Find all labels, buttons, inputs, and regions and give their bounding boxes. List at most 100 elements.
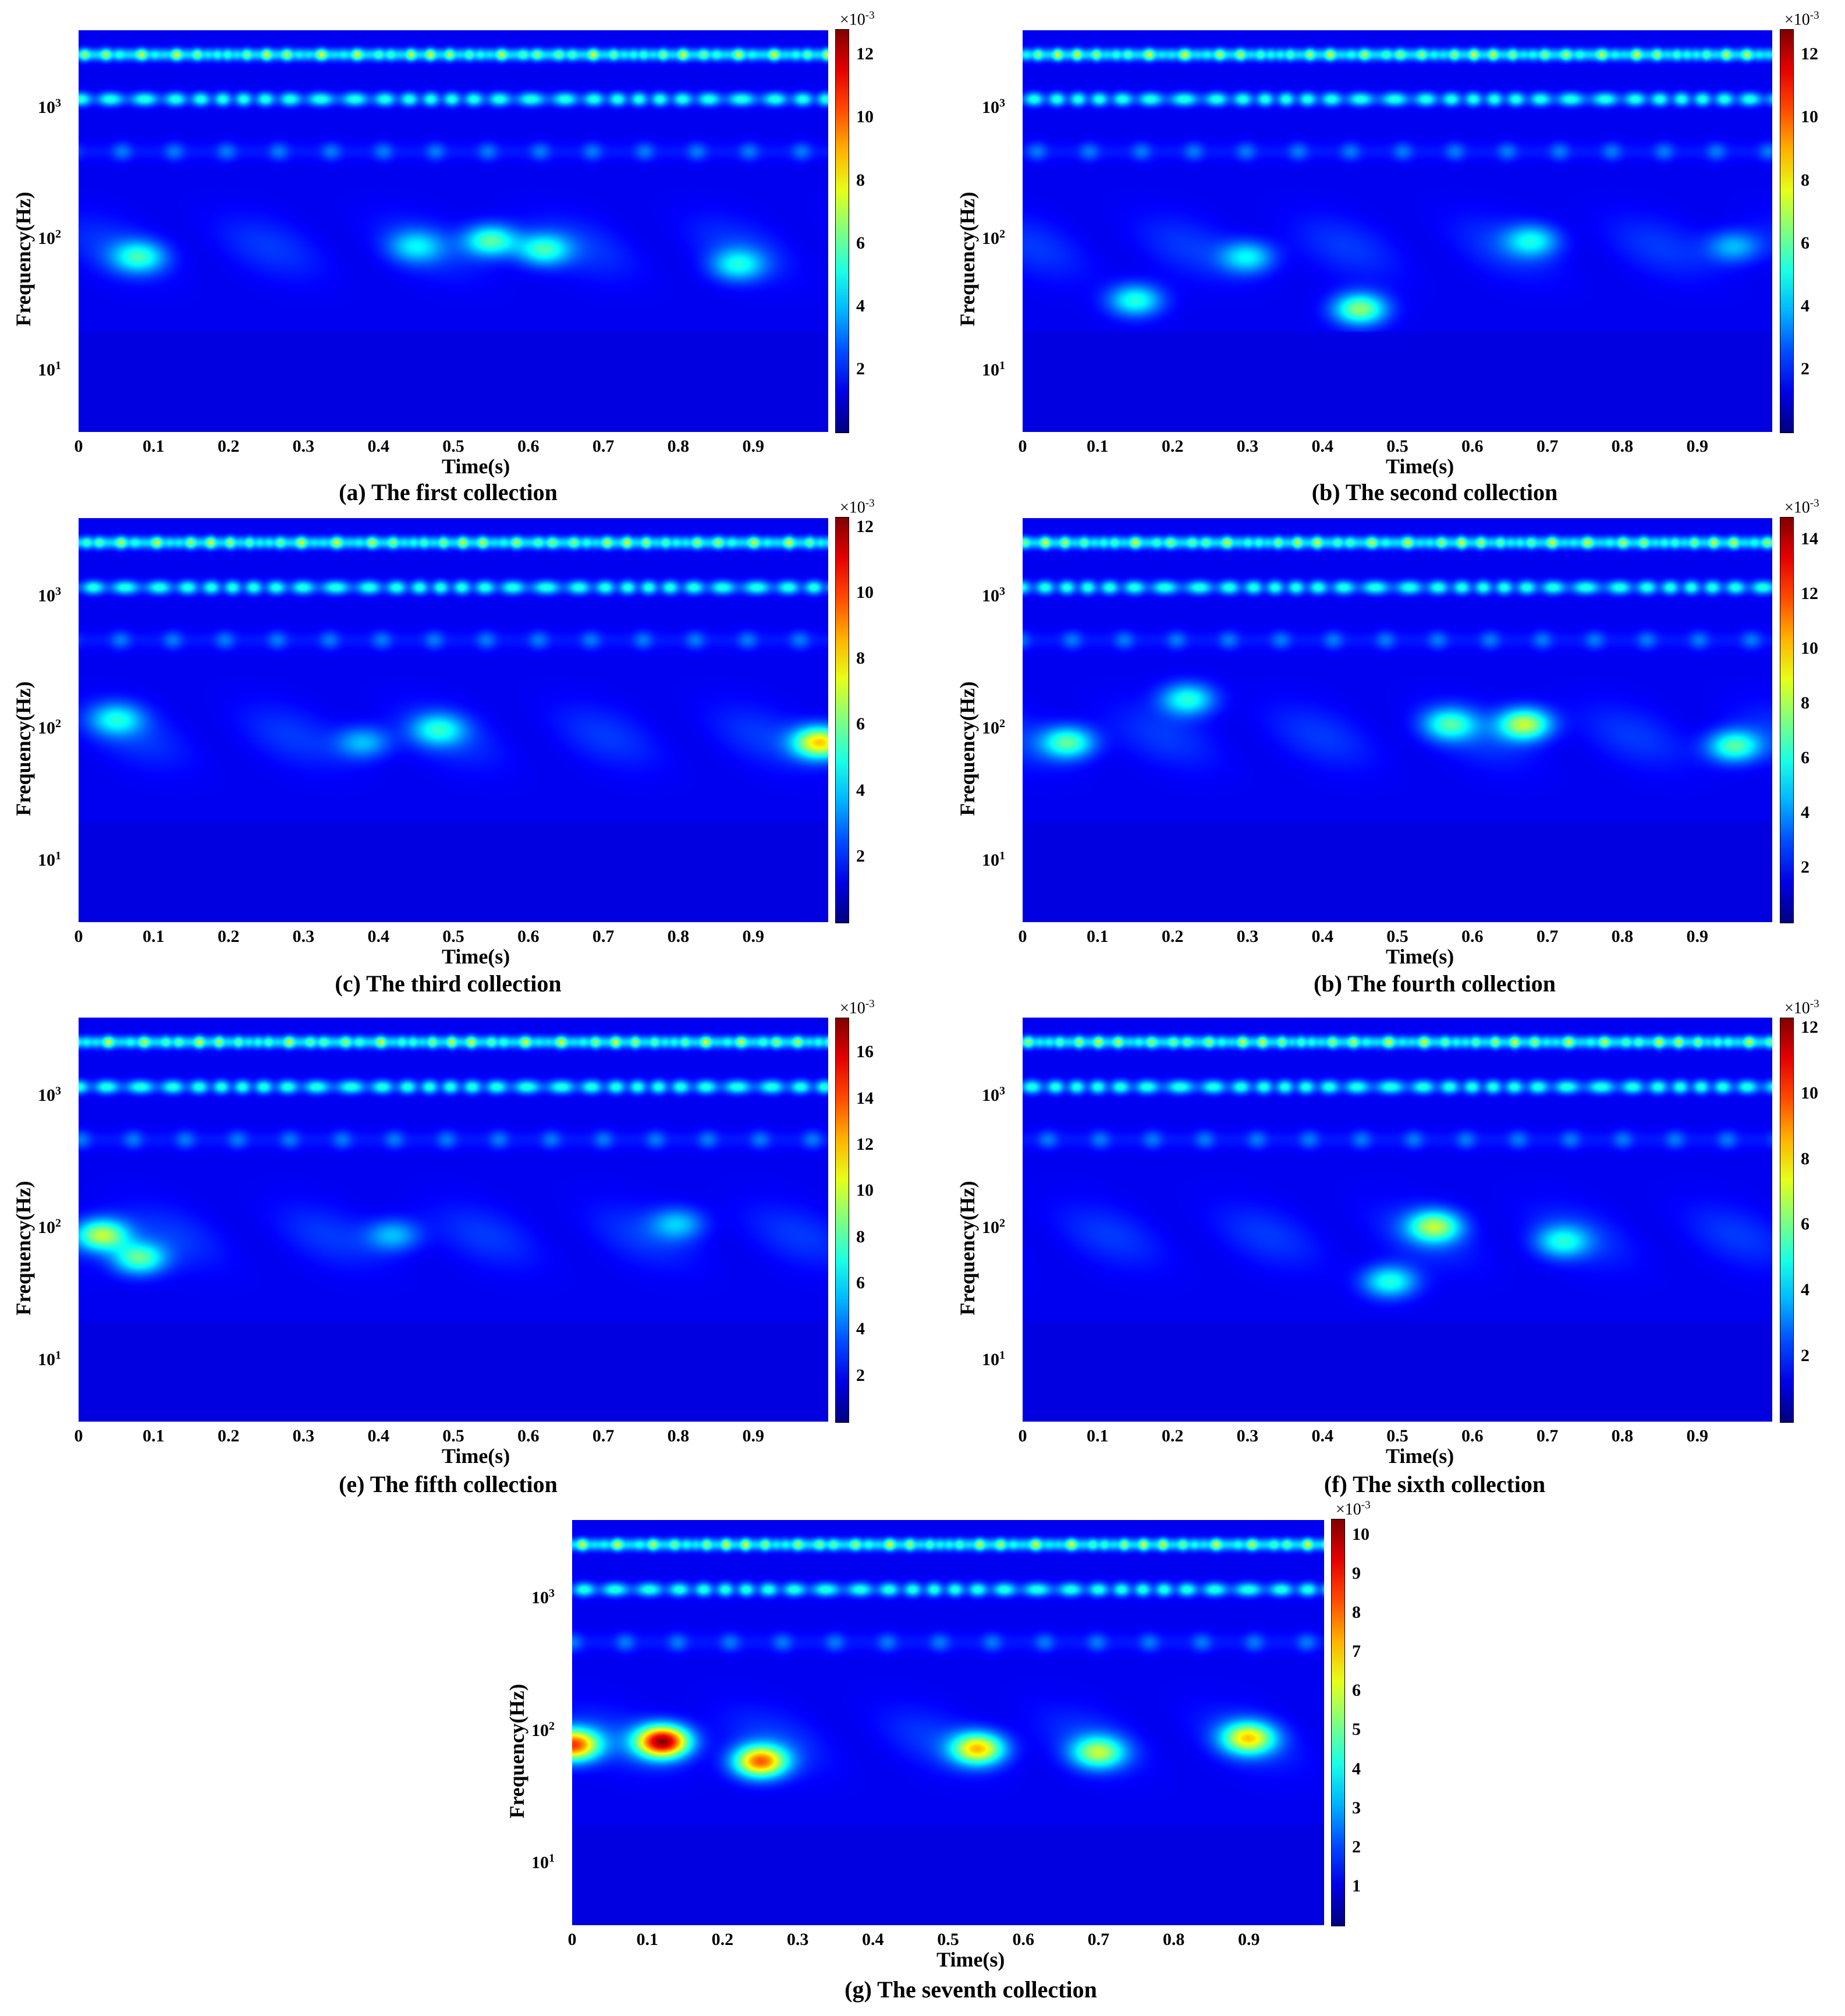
scalogram-plot [1023, 518, 1772, 922]
y-tick-exponent: 2 [55, 1216, 61, 1230]
x-tick-label: 0.8 [667, 927, 690, 946]
scalogram-plot [79, 518, 828, 922]
colorbar-tick-label: 7 [1352, 1642, 1361, 1661]
colorbar-tick-label: 5 [1352, 1720, 1361, 1739]
x-tick-label: 0.7 [592, 437, 615, 456]
scalogram-plot [79, 30, 828, 432]
x-axis-label: Time(s) [441, 1444, 510, 1468]
colorbar-tick-label: 6 [1801, 233, 1809, 253]
x-tick-label: 0.4 [1311, 437, 1333, 456]
x-tick-label: 0.5 [1386, 1426, 1408, 1445]
x-axis-label: Time(s) [441, 455, 510, 478]
y-tick-base: 10 [982, 229, 999, 249]
x-axis-label: Time(s) [936, 1948, 1005, 1971]
scalogram-plot [1023, 30, 1772, 432]
colorbar-tick-label: 4 [1352, 1759, 1361, 1778]
x-tick-label: 0 [1018, 927, 1027, 946]
colorbar [835, 517, 849, 923]
scalogram-image [79, 1018, 828, 1422]
y-tick-label: 103 [982, 97, 1005, 118]
y-tick-base: 10 [982, 850, 999, 870]
x-tick-label: 0.6 [1461, 437, 1484, 456]
colorbar-tick-label: 8 [1801, 1149, 1809, 1168]
x-tick-label: 0.7 [1536, 1426, 1559, 1445]
multiplier-base: ×10 [1336, 1500, 1361, 1519]
y-tick-label: 102 [38, 1217, 61, 1238]
multiplier-base: ×10 [1784, 999, 1810, 1018]
colorbar-tick-label: 8 [856, 1227, 865, 1246]
panel-caption: (g) The seventh collection [845, 1976, 1097, 2003]
colorbar-tick-label: 6 [1352, 1681, 1361, 1700]
colorbar-tick-label: 8 [1801, 693, 1809, 713]
scalogram-image [1023, 30, 1772, 432]
y-tick-exponent: 1 [999, 849, 1005, 862]
multiplier-exponent: -3 [1809, 9, 1819, 22]
scalogram-image [1023, 1018, 1772, 1422]
y-tick-label: 101 [982, 849, 1005, 870]
x-tick-label: 0.2 [1161, 437, 1184, 456]
y-axis-label: Frequency(Hz) [956, 681, 979, 816]
x-tick-label: 0 [74, 1426, 83, 1445]
y-tick-exponent: 2 [999, 228, 1005, 241]
x-tick-label: 0.5 [442, 437, 464, 456]
multiplier-base: ×10 [840, 10, 865, 29]
y-tick-base: 10 [38, 360, 55, 380]
x-axis-label: Time(s) [1385, 1444, 1454, 1468]
colorbar-tick-label: 16 [856, 1042, 874, 1062]
colorbar [835, 29, 849, 433]
y-tick-exponent: 2 [55, 228, 61, 241]
colorbar-tick-label: 14 [1801, 529, 1818, 548]
scalogram-image [79, 30, 828, 432]
y-tick-label: 102 [531, 1720, 555, 1741]
colorbar-multiplier: ×10-3 [1784, 9, 1819, 29]
multiplier-base: ×10 [840, 999, 865, 1018]
panel-caption: (a) The first collection [339, 479, 558, 505]
x-tick-label: 0.3 [292, 437, 315, 456]
x-tick-label: 0.1 [143, 437, 165, 456]
multiplier-exponent: -3 [1809, 998, 1819, 1010]
y-tick-exponent: 1 [999, 1348, 1005, 1362]
colorbar-tick-label: 10 [856, 1181, 874, 1200]
colorbar-tick-label: 6 [856, 714, 865, 734]
y-tick-exponent: 2 [55, 717, 61, 730]
colorbar-tick-label: 2 [856, 1365, 865, 1385]
y-tick-exponent: 3 [55, 584, 61, 598]
colorbar-tick-label: 8 [856, 170, 865, 190]
x-tick-label: 0.4 [862, 1930, 884, 1949]
multiplier-base: ×10 [1784, 10, 1810, 29]
colorbar-tick-label: 2 [856, 846, 865, 866]
colorbar-tick-label: 4 [856, 1319, 865, 1339]
x-tick-label: 0.6 [1461, 927, 1484, 946]
colorbar-tick-label: 12 [856, 44, 874, 64]
colorbar-tick-label: 2 [1801, 1346, 1809, 1366]
scalogram-plot [1023, 1018, 1772, 1422]
x-tick-label: 0.2 [1161, 927, 1184, 946]
panel-caption: (f) The sixth collection [1324, 1471, 1546, 1497]
colorbar-tick-label: 2 [1801, 359, 1809, 378]
x-tick-label: 0.3 [1236, 927, 1259, 946]
x-tick-label: 0 [1018, 1426, 1027, 1445]
x-tick-label: 0.5 [442, 1426, 464, 1445]
x-tick-label: 0.4 [367, 1426, 389, 1445]
multiplier-exponent: -3 [865, 497, 875, 509]
multiplier-exponent: -3 [1809, 497, 1819, 509]
y-tick-base: 10 [982, 360, 999, 380]
y-tick-exponent: 3 [55, 96, 61, 109]
y-tick-label: 103 [531, 1587, 555, 1608]
y-tick-label: 102 [38, 717, 61, 738]
x-tick-label: 0.5 [1386, 927, 1408, 946]
y-tick-label: 103 [38, 97, 61, 118]
x-tick-label: 0.4 [1311, 927, 1333, 946]
x-tick-label: 0.1 [636, 1930, 658, 1949]
x-tick-label: 0.3 [292, 927, 315, 946]
x-tick-label: 0.8 [1162, 1930, 1185, 1949]
x-tick-label: 0.3 [1236, 437, 1259, 456]
x-tick-label: 0.8 [667, 437, 690, 456]
x-tick-label: 0.7 [592, 927, 615, 946]
y-tick-exponent: 1 [999, 359, 1005, 373]
x-tick-label: 0.2 [1161, 1426, 1184, 1445]
panel-caption: (c) The third collection [335, 970, 562, 997]
colorbar-tick-label: 6 [856, 233, 865, 253]
colorbar-tick-label: 6 [856, 1273, 865, 1293]
colorbar-tick-label: 10 [1801, 1083, 1818, 1103]
